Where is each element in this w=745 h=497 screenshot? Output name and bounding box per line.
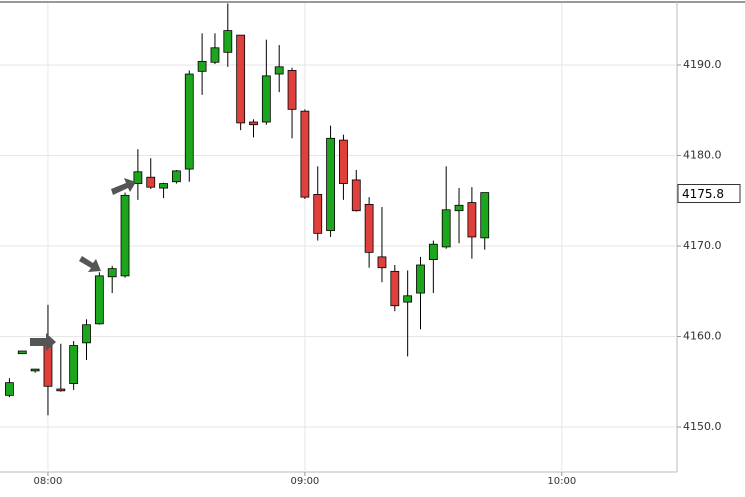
candle-body <box>416 264 425 294</box>
candle-body <box>249 121 258 126</box>
arrows <box>30 178 136 351</box>
candle-body <box>364 203 374 253</box>
candle-body <box>351 179 361 212</box>
candle-body <box>197 60 207 72</box>
candle-body <box>403 295 413 303</box>
candle-body <box>236 34 246 124</box>
candle-body <box>120 194 130 277</box>
y-tick-label: 4160.0 <box>683 330 722 343</box>
candle-body <box>56 388 66 392</box>
candle-body <box>300 110 310 198</box>
candle-body <box>30 368 40 372</box>
x-tick-label: 08:00 <box>34 476 63 487</box>
candle-body <box>43 345 53 387</box>
candle-body <box>223 30 233 53</box>
candle-body <box>313 194 323 234</box>
y-tick-label: 4180.0 <box>683 149 722 162</box>
candle-body <box>390 270 400 307</box>
candle-body <box>82 324 91 344</box>
arrow <box>111 178 136 195</box>
arrow <box>79 256 101 272</box>
candle-body <box>107 268 117 278</box>
candle-body <box>146 176 156 188</box>
x-tick-label: 09:00 <box>290 476 319 487</box>
arrow <box>30 333 56 351</box>
y-tick-label: 4190.0 <box>683 58 722 71</box>
candle-body <box>172 170 181 183</box>
candle-body <box>261 75 271 123</box>
candle-body <box>326 137 335 232</box>
candle-body <box>69 345 79 384</box>
y-tick-label: 4150.0 <box>683 420 722 433</box>
candle-body <box>17 350 27 355</box>
candle-body <box>339 139 348 184</box>
candle-body <box>454 204 464 212</box>
candle-body <box>480 192 490 239</box>
last-price-label: 4175.8 <box>682 187 724 201</box>
candle-body <box>133 171 143 184</box>
candle-body <box>94 275 104 325</box>
candle-body <box>428 243 438 260</box>
candle-body <box>184 73 194 170</box>
x-tick-label: 10:00 <box>547 476 576 487</box>
candle-body <box>287 70 297 110</box>
candle-body <box>377 256 387 269</box>
candle-body <box>441 209 451 248</box>
candle-body <box>274 66 284 75</box>
y-tick-label: 4170.0 <box>683 239 722 252</box>
candle-body <box>5 382 14 396</box>
candle-body <box>159 183 168 189</box>
last-price-box <box>677 184 741 204</box>
candle-body <box>467 202 477 238</box>
candle-body <box>210 47 220 63</box>
